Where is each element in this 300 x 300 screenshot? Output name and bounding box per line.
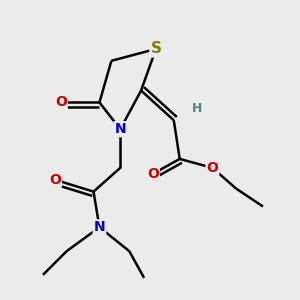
Text: O: O <box>206 161 218 175</box>
Text: N: N <box>115 122 126 136</box>
Text: N: N <box>94 220 105 234</box>
Text: O: O <box>49 173 61 187</box>
Text: H: H <box>192 102 203 115</box>
Text: O: O <box>147 167 159 181</box>
Text: O: O <box>55 95 67 110</box>
Text: S: S <box>150 41 161 56</box>
